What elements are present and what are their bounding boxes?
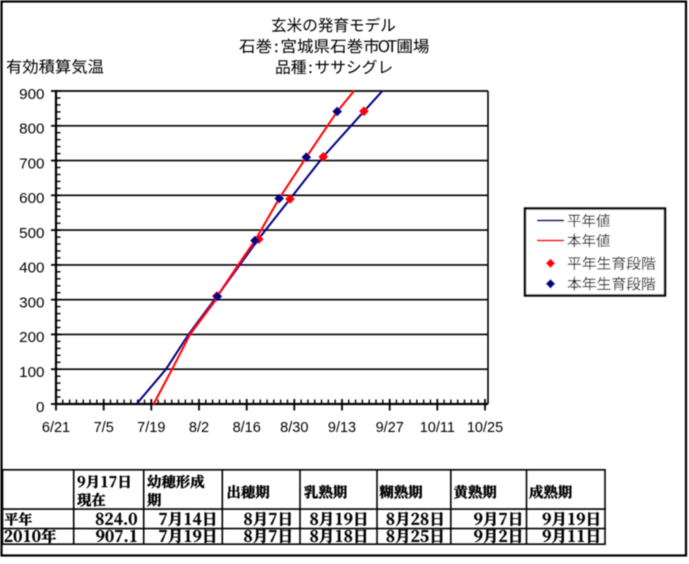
svg-text:7/5: 7/5 (94, 420, 114, 436)
svg-text:400: 400 (19, 260, 44, 277)
svg-text:7/19: 7/19 (137, 420, 165, 436)
svg-text:500: 500 (19, 225, 44, 242)
svg-text:800: 800 (19, 121, 44, 138)
svg-text:9/27: 9/27 (376, 420, 404, 436)
svg-text:8/16: 8/16 (233, 420, 261, 436)
svg-text:600: 600 (19, 190, 44, 207)
svg-text:300: 300 (19, 295, 44, 312)
svg-text:8/2: 8/2 (189, 420, 209, 436)
svg-text:9/13: 9/13 (328, 420, 356, 436)
svg-text:700: 700 (19, 155, 44, 172)
svg-text:100: 100 (19, 364, 44, 381)
svg-text:10/11: 10/11 (420, 420, 455, 436)
svg-text:0: 0 (36, 399, 44, 416)
svg-text:200: 200 (19, 329, 44, 346)
svg-text:10/25: 10/25 (467, 420, 503, 436)
svg-text:8/30: 8/30 (280, 420, 308, 436)
svg-text:6/21: 6/21 (42, 420, 70, 436)
svg-text:900: 900 (19, 86, 44, 103)
